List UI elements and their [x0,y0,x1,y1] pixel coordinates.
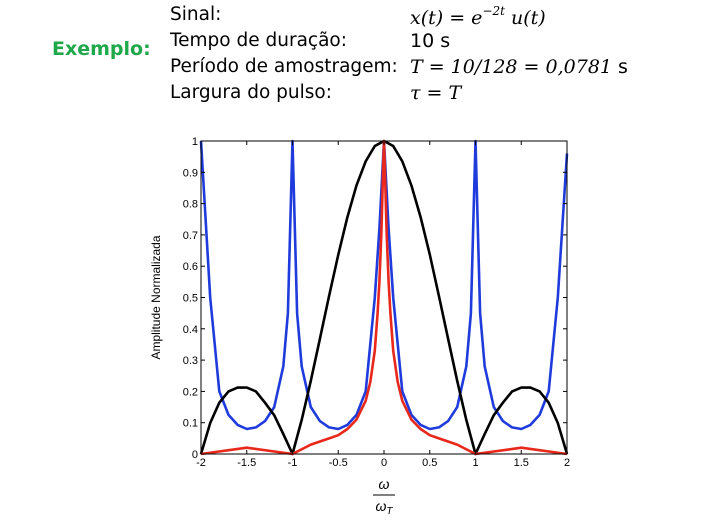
x-tick-label: -0.5 [329,457,348,469]
spec-value-sampling-period: T = 10/128 = 0,0781 s [410,56,628,78]
series-line-2 [200,139,568,456]
spec-value-duration-main: 10 s [410,30,451,52]
spec-value-signal-main: x(t) = e [410,7,483,29]
spec-label-duration: Tempo de duração: [170,30,347,51]
y-axis-ticks: 0 0.1 0.2 0.3 0.4 0.5 0.6 0.7 0.8 0.9 1 [183,136,567,461]
y-tick-label: 0.4 [183,324,198,336]
series-line-1 [199,139,569,456]
y-tick-label: 0 [192,449,198,461]
spec-value-duration: 10 s [410,30,450,52]
example-label: Exemplo: [52,38,151,60]
spec-value-sampling-main: T = 10/128 = 0,0781 [410,56,612,78]
y-tick-label: 0.7 [183,230,198,242]
y-tick-label: 0.2 [183,386,198,398]
x-axis-label-denominator: ωT [375,498,393,517]
spec-value-pulse-main: τ = T [410,82,462,104]
y-tick-label: 0.9 [183,167,198,179]
x-axis-label-den-main: ω [375,498,386,514]
chart-container: -2 -1.5 -1 -0.5 0 0.5 1 1.5 2 0 0.1 0.2 0.3 0.4 0.5 0.… [140,130,580,520]
x-tick-label: 0.5 [422,457,437,469]
x-tick-label: 0 [381,457,387,469]
y-axis-label: Amplitude Normalizada [149,235,163,359]
x-tick-label: 2 [564,457,570,469]
spec-value-signal-tail: u(t) [504,7,546,29]
spec-label-signal: Sinal: [170,4,222,25]
y-tick-label: 1 [192,136,198,148]
x-tick-label: 1.5 [514,457,529,469]
series-layer [199,139,569,456]
x-tick-label: -2 [196,457,206,469]
y-tick-label: 0.3 [183,355,198,367]
spec-value-sampling-unit: s [612,56,628,78]
x-tick-label: 1 [472,457,478,469]
spectrum-chart: -2 -1.5 -1 -0.5 0 0.5 1 1.5 2 0 0.1 0.2 0.3 0.4 0.5 0.… [149,136,570,517]
spec-label-sampling-period: Período de amostragem: [170,56,398,77]
y-tick-label: 0.6 [183,261,198,273]
slide-header: Exemplo: Sinal: x(t) = e−2t u(t) Tempo d… [0,0,717,120]
spec-value-pulse-width: τ = T [410,82,461,104]
y-tick-label: 0.1 [183,418,198,430]
y-tick-label: 0.5 [183,293,198,305]
x-tick-label: -1 [288,457,298,469]
x-axis-ticks: -2 -1.5 -1 -0.5 0 0.5 1 1.5 2 [196,141,570,469]
spec-label-pulse-width: Largura do pulso: [170,82,332,103]
y-tick-label: 0.8 [183,199,198,211]
x-axis-label-den-sub: T [386,506,393,517]
plot-frame [200,140,568,455]
spec-value-signal-exponent: −2t [482,4,505,18]
x-tick-label: -1.5 [237,457,256,469]
x-axis-label-numerator: ω [379,476,390,492]
spec-value-signal: x(t) = e−2t u(t) [410,4,546,29]
